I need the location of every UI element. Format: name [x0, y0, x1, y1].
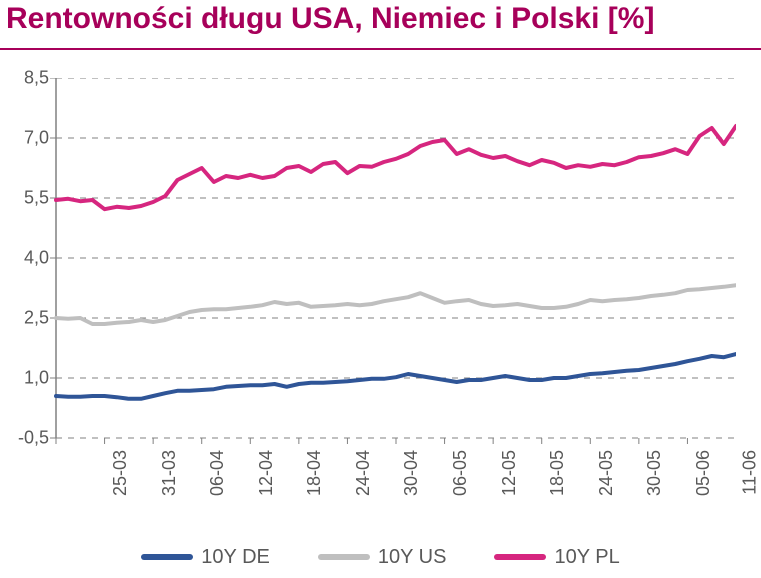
title-underline: [0, 48, 761, 50]
x-tick-label: 11-06: [740, 450, 761, 495]
legend-label: 10Y PL: [554, 546, 619, 569]
x-tick-label: 18-05: [547, 450, 568, 496]
series-line: [56, 354, 736, 399]
plot-area: [56, 78, 736, 438]
y-tick-label: 8,5: [24, 68, 49, 89]
y-tick-label: 7,0: [24, 128, 49, 149]
x-tick-label: 24-05: [596, 450, 617, 496]
title-region: Rentowności długu USA, Niemiec i Polski …: [0, 0, 761, 56]
x-tick-label: 18-04: [304, 450, 325, 496]
y-tick-label: -0,5: [18, 428, 49, 449]
x-tick-label: 24-04: [353, 450, 374, 496]
y-tick-label: 4,0: [24, 248, 49, 269]
legend-item: 10Y US: [318, 546, 447, 569]
x-tick-label: 30-04: [401, 450, 422, 496]
line-chart-svg: [48, 78, 736, 446]
x-tick-label: 06-04: [207, 450, 228, 496]
y-tick-label: 1,0: [24, 368, 49, 389]
x-tick-label: 30-05: [644, 450, 665, 496]
x-tick-label: 05-06: [693, 450, 714, 496]
x-tick-label: 12-04: [256, 450, 277, 496]
legend-item: 10Y PL: [494, 546, 619, 569]
y-tick-label: 5,5: [24, 188, 49, 209]
legend-swatch: [494, 554, 546, 560]
legend-swatch: [318, 554, 370, 560]
x-tick-label: 31-03: [159, 450, 180, 496]
legend-label: 10Y US: [378, 546, 447, 569]
x-tick-label: 12-05: [499, 450, 520, 496]
legend-label: 10Y DE: [201, 546, 270, 569]
chart-title: Rentowności długu USA, Niemiec i Polski …: [6, 2, 654, 36]
legend-item: 10Y DE: [141, 546, 270, 569]
x-tick-label: 25-03: [110, 450, 131, 496]
legend: 10Y DE 10Y US 10Y PL: [0, 540, 761, 574]
x-tick-label: 06-05: [450, 450, 471, 496]
y-tick-label: 2,5: [24, 308, 49, 329]
chart-frame: Rentowności długu USA, Niemiec i Polski …: [0, 0, 761, 578]
legend-swatch: [141, 554, 193, 560]
